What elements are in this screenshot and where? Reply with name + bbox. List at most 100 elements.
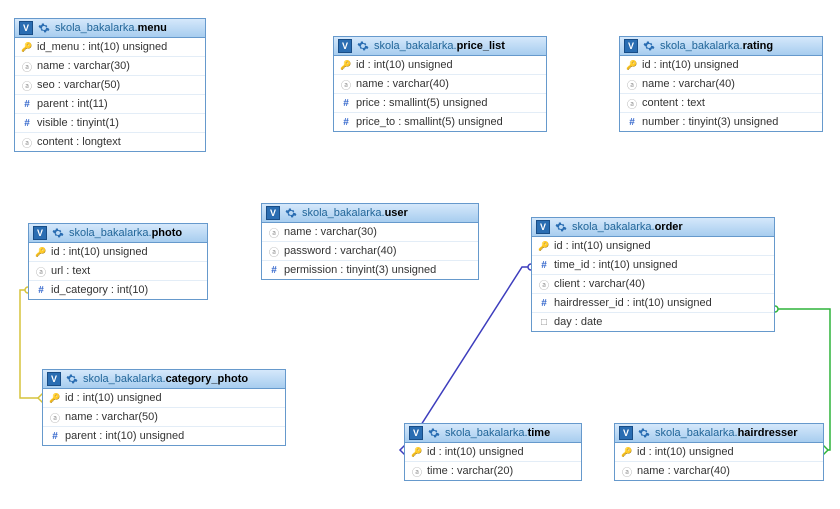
table-photo[interactable]: Vskola_bakalarka.photo🔑id : int(10) unsi… <box>28 223 208 300</box>
table-title: skola_bakalarka.rating <box>660 40 773 52</box>
table-price_list[interactable]: Vskola_bakalarka.price_list🔑id : int(10)… <box>333 36 547 132</box>
column-row[interactable]: 🔑id : int(10) unsigned <box>620 56 822 74</box>
table-menu[interactable]: Vskola_bakalarka.menu🔑id_menu : int(10) … <box>14 18 206 152</box>
column-label: client : varchar(40) <box>554 278 645 290</box>
column-row[interactable]: 🔑id : int(10) unsigned <box>29 243 207 261</box>
column-row[interactable]: ⓐ name : varchar(30) <box>262 223 478 241</box>
gear-icon[interactable] <box>427 426 441 440</box>
view-badge-icon: V <box>33 226 47 240</box>
column-row[interactable]: 🔑id_menu : int(10) unsigned <box>15 38 205 56</box>
date-icon: □ <box>538 316 550 328</box>
column-row[interactable]: ⓐcontent : text <box>620 93 822 112</box>
hash-icon: # <box>626 116 638 128</box>
column-label: name : varchar(30) <box>284 226 377 238</box>
column-row[interactable]: #parent : int(11) <box>15 94 205 113</box>
table-header[interactable]: Vskola_bakalarka.hairdresser <box>615 424 823 443</box>
column-label: name : varchar(50) <box>65 411 158 423</box>
table-schema-label: skola_bakalarka. <box>83 373 166 385</box>
table-schema-label: skola_bakalarka. <box>572 221 655 233</box>
gear-icon[interactable] <box>37 21 51 35</box>
column-row[interactable]: 🔑id : int(10) unsigned <box>43 389 285 407</box>
column-row[interactable]: #visible : tinyint(1) <box>15 113 205 132</box>
gear-icon[interactable] <box>642 39 656 53</box>
column-label: name : varchar(40) <box>356 78 449 90</box>
view-badge-icon: V <box>409 426 423 440</box>
table-header[interactable]: Vskola_bakalarka.rating <box>620 37 822 56</box>
key-icon: 🔑 <box>340 59 352 71</box>
column-row[interactable]: ⓐcontent : longtext <box>15 132 205 151</box>
table-title: skola_bakalarka.user <box>302 207 408 219</box>
gear-icon[interactable] <box>637 426 651 440</box>
key-icon: 🔑 <box>35 246 47 258</box>
key-icon: 🔑 <box>626 59 638 71</box>
column-label: url : text <box>51 265 90 277</box>
column-row[interactable]: 🔑id : int(10) unsigned <box>615 443 823 461</box>
column-row[interactable]: 🔑id : int(10) unsigned <box>334 56 546 74</box>
column-label: time : varchar(20) <box>427 465 513 477</box>
table-body: 🔑id_menu : int(10) unsignedⓐname : varch… <box>15 38 205 151</box>
column-row[interactable]: #parent : int(10) unsigned <box>43 426 285 445</box>
table-rating[interactable]: Vskola_bakalarka.rating🔑id : int(10) uns… <box>619 36 823 132</box>
column-row[interactable]: #time_id : int(10) unsigned <box>532 255 774 274</box>
column-row[interactable]: ⓐ time : varchar(20) <box>405 461 581 480</box>
hash-icon: # <box>21 117 33 129</box>
column-row[interactable]: ⓐpassword : varchar(40) <box>262 241 478 260</box>
table-header[interactable]: Vskola_bakalarka.category_photo <box>43 370 285 389</box>
column-row[interactable]: 🔑id : int(10) unsigned <box>532 237 774 255</box>
gear-icon[interactable] <box>51 226 65 240</box>
column-row[interactable]: ⓐname : varchar(50) <box>43 407 285 426</box>
column-row[interactable]: 🔑id : int(10) unsigned <box>405 443 581 461</box>
column-row[interactable]: ⓐname : varchar(30) <box>15 56 205 75</box>
column-row[interactable]: ⓐname : varchar(40) <box>334 74 546 93</box>
column-row[interactable]: #number : tinyint(3) unsigned <box>620 112 822 131</box>
column-row[interactable]: □day : date <box>532 312 774 331</box>
column-row[interactable]: #id_category : int(10) <box>29 280 207 299</box>
column-row[interactable]: ⓐname : varchar(40) <box>615 461 823 480</box>
key-icon: 🔑 <box>538 240 550 252</box>
text-icon: ⓐ <box>35 265 47 277</box>
gear-icon[interactable] <box>65 372 79 386</box>
column-row[interactable]: ⓐ name : varchar(40) <box>620 74 822 93</box>
column-row[interactable]: #permission : tinyint(3) unsigned <box>262 260 478 279</box>
table-title: skola_bakalarka.price_list <box>374 40 505 52</box>
key-icon: 🔑 <box>49 392 61 404</box>
column-row[interactable]: #price_to : smallint(5) unsigned <box>334 112 546 131</box>
column-row[interactable]: ⓐclient : varchar(40) <box>532 274 774 293</box>
table-name-label: user <box>385 207 408 219</box>
gear-icon[interactable] <box>356 39 370 53</box>
view-badge-icon: V <box>338 39 352 53</box>
table-header[interactable]: Vskola_bakalarka.order <box>532 218 774 237</box>
text-icon: ⓐ <box>626 78 638 90</box>
table-header[interactable]: Vskola_bakalarka.menu <box>15 19 205 38</box>
view-badge-icon: V <box>266 206 280 220</box>
view-badge-icon: V <box>19 21 33 35</box>
table-name-label: menu <box>138 22 167 34</box>
text-icon: ⓐ <box>21 136 33 148</box>
table-schema-label: skola_bakalarka. <box>374 40 457 52</box>
column-row[interactable]: ⓐ url : text <box>29 261 207 280</box>
column-row[interactable]: #hairdresser_id : int(10) unsigned <box>532 293 774 312</box>
text-icon: ⓐ <box>411 465 423 477</box>
table-schema-label: skola_bakalarka. <box>55 22 138 34</box>
table-header[interactable]: Vskola_bakalarka.user <box>262 204 478 223</box>
table-name-label: hairdresser <box>738 427 798 439</box>
table-schema-label: skola_bakalarka. <box>302 207 385 219</box>
table-title: skola_bakalarka.time <box>445 427 550 439</box>
table-header[interactable]: Vskola_bakalarka.time <box>405 424 581 443</box>
text-icon: ⓐ <box>268 226 280 238</box>
column-label: name : varchar(40) <box>642 78 735 90</box>
table-header[interactable]: Vskola_bakalarka.photo <box>29 224 207 243</box>
table-time[interactable]: Vskola_bakalarka.time🔑id : int(10) unsig… <box>404 423 582 481</box>
table-header[interactable]: Vskola_bakalarka.price_list <box>334 37 546 56</box>
table-category_photo[interactable]: Vskola_bakalarka.category_photo🔑id : int… <box>42 369 286 446</box>
column-label: time_id : int(10) unsigned <box>554 259 678 271</box>
column-row[interactable]: #price : smallint(5) unsigned <box>334 93 546 112</box>
table-order[interactable]: Vskola_bakalarka.order🔑id : int(10) unsi… <box>531 217 775 332</box>
gear-icon[interactable] <box>284 206 298 220</box>
table-user[interactable]: Vskola_bakalarka.user ⓐ name : varchar(30)… <box>261 203 479 280</box>
view-badge-icon: V <box>619 426 633 440</box>
table-hairdresser[interactable]: Vskola_bakalarka.hairdresser🔑id : int(10… <box>614 423 824 481</box>
column-label: parent : int(10) unsigned <box>65 430 184 442</box>
gear-icon[interactable] <box>554 220 568 234</box>
column-row[interactable]: ⓐseo : varchar(50) <box>15 75 205 94</box>
